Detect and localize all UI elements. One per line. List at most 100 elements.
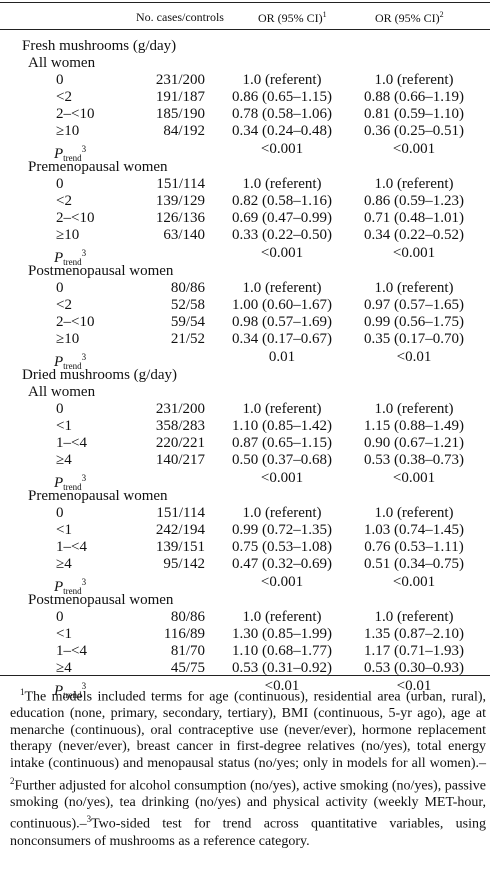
cases-controls-cell: 358/283 xyxy=(155,418,205,434)
ptrend-p: P xyxy=(54,146,64,162)
or2-header: OR (95% CI)2 xyxy=(375,10,444,26)
ptrend-sub: trend xyxy=(63,153,82,163)
ptrend-row: Ptrend3 <0.001 <0.001 xyxy=(0,244,490,267)
ptrend-p: P xyxy=(54,683,64,699)
cases-controls-cell: 185/190 xyxy=(155,106,205,122)
cases-controls-cell: 242/194 xyxy=(155,522,205,538)
group-title: Postmenopausal women xyxy=(28,263,174,279)
ptrend-sub: trend xyxy=(63,690,82,700)
or1-header-label: OR (95% CI) xyxy=(258,11,323,25)
section-title-row: Fresh mushrooms (g/day) xyxy=(0,38,490,55)
or2-cell: 0.99 (0.56–1.75) xyxy=(364,314,464,330)
cases-controls-cell: 63/140 xyxy=(163,227,205,243)
table-row: <2 52/58 1.00 (0.60–1.67) 0.97 (0.57–1.65) xyxy=(0,297,490,314)
group-title-row: Premenopausal women xyxy=(0,488,490,505)
cases-controls-cell: 80/86 xyxy=(170,280,205,296)
or1-cell: 1.10 (0.85–1.42) xyxy=(232,418,332,434)
ptrend-sup: 3 xyxy=(81,577,87,587)
table-header: No. cases/controls OR (95% CI)1 OR (95% … xyxy=(0,2,490,30)
or1-cell: 0.34 (0.24–0.48) xyxy=(232,123,332,139)
ptrend-or1-cell: <0.001 xyxy=(260,141,304,157)
ptrend-row: Ptrend3 <0.01 <0.01 xyxy=(0,677,490,700)
or2-cell: 0.97 (0.57–1.65) xyxy=(364,297,464,313)
group-title: Premenopausal women xyxy=(28,488,168,504)
table-row: ≥10 63/140 0.33 (0.22–0.50) 0.34 (0.22–0.52… xyxy=(0,227,490,244)
table-row: 1–<4 139/151 0.75 (0.53–1.08) 0.76 (0.53–1.… xyxy=(0,539,490,556)
group-title: All women xyxy=(28,384,96,400)
ptrend-label: Ptrend3 xyxy=(54,348,86,376)
group-title-row: Premenopausal women xyxy=(0,159,490,176)
category-cell: ≥4 xyxy=(56,556,72,572)
ptrend-label: Ptrend3 xyxy=(54,573,86,601)
cases-controls-cell: 80/86 xyxy=(170,609,205,625)
or2-cell: 0.35 (0.17–0.70) xyxy=(364,331,464,347)
category-cell: 0 xyxy=(56,505,64,521)
or2-cell: 0.36 (0.25–0.51) xyxy=(364,123,464,139)
section-title: Dried mushrooms (g/day) xyxy=(22,367,177,383)
footnote-mark-1: 1 xyxy=(20,687,25,697)
or2-cell: 0.90 (0.67–1.21) xyxy=(364,435,464,451)
table-body: Fresh mushrooms (g/day) All women 0 231/200… xyxy=(0,30,490,700)
footnote-text-1: The models included terms for age (conti… xyxy=(10,689,486,772)
ptrend-sup: 3 xyxy=(81,248,87,258)
ptrend-or2-cell: <0.001 xyxy=(392,141,436,157)
group-title-row: Postmenopausal women xyxy=(0,263,490,280)
cases-controls-header: No. cases/controls xyxy=(136,10,224,24)
or1-cell: 0.47 (0.32–0.69) xyxy=(232,556,332,572)
ptrend-p: P xyxy=(54,354,64,370)
table-row: 0 231/200 1.0 (referent) 1.0 (referent) xyxy=(0,72,490,89)
group-title: Postmenopausal women xyxy=(28,592,174,608)
cases-controls-cell: 140/217 xyxy=(155,452,205,468)
ptrend-or1-cell: <0.01 xyxy=(264,678,300,694)
ptrend-sup: 3 xyxy=(81,473,87,483)
or1-cell: 0.99 (0.72–1.35) xyxy=(232,522,332,538)
or1-cell: 1.0 (referent) xyxy=(242,401,322,417)
table-row: ≥10 21/52 0.34 (0.17–0.67) 0.35 (0.17–0.70) xyxy=(0,331,490,348)
group-title-row: All women xyxy=(0,384,490,401)
or2-cell: 1.0 (referent) xyxy=(374,609,454,625)
or2-cell: 1.35 (0.87–2.10) xyxy=(364,626,464,642)
cases-controls-cell: 231/200 xyxy=(155,72,205,88)
ptrend-or1-cell: 0.01 xyxy=(268,349,296,365)
group-title-row: Postmenopausal women xyxy=(0,592,490,609)
or2-footnote-mark: 2 xyxy=(439,10,444,19)
cases-controls-cell: 126/136 xyxy=(155,210,205,226)
ptrend-sup: 3 xyxy=(81,352,87,362)
category-cell: <2 xyxy=(56,193,72,209)
or2-cell: 0.51 (0.34–0.75) xyxy=(364,556,464,572)
or2-cell: 0.71 (0.48–1.01) xyxy=(364,210,464,226)
or2-cell: 1.0 (referent) xyxy=(374,505,454,521)
cases-controls-cell: 21/52 xyxy=(170,331,205,347)
category-cell: 0 xyxy=(56,280,64,296)
cases-controls-cell: 59/54 xyxy=(170,314,205,330)
ptrend-row: Ptrend3 <0.001 <0.001 xyxy=(0,573,490,596)
or1-cell: 1.10 (0.68–1.77) xyxy=(232,643,332,659)
or1-cell: 0.33 (0.22–0.50) xyxy=(232,227,332,243)
ptrend-or2-cell: <0.001 xyxy=(392,470,436,486)
or2-cell: 1.0 (referent) xyxy=(374,280,454,296)
odds-ratio-table: No. cases/controls OR (95% CI)1 OR (95% … xyxy=(0,2,490,700)
table-row: ≥4 140/217 0.50 (0.37–0.68) 0.53 (0.38–0.73… xyxy=(0,452,490,469)
or1-header: OR (95% CI)1 xyxy=(258,10,327,26)
footnote-text-2: Further adjusted for alcohol consumption… xyxy=(10,778,486,833)
ptrend-row: Ptrend3 <0.001 <0.001 xyxy=(0,140,490,163)
section-title-row: Dried mushrooms (g/day) xyxy=(0,367,490,384)
or1-cell: 1.0 (referent) xyxy=(242,72,322,88)
table-row: 0 80/86 1.0 (referent) 1.0 (referent) xyxy=(0,609,490,626)
or2-cell: 0.53 (0.38–0.73) xyxy=(364,452,464,468)
or1-cell: 0.34 (0.17–0.67) xyxy=(232,331,332,347)
or2-cell: 1.0 (referent) xyxy=(374,176,454,192)
category-cell: 1–<4 xyxy=(56,539,87,555)
or2-cell: 0.76 (0.53–1.11) xyxy=(364,539,464,555)
table-row: ≥4 45/75 0.53 (0.31–0.92) 0.53 (0.30–0.93) xyxy=(0,660,490,677)
category-cell: 2–<10 xyxy=(56,106,95,122)
footnote-paragraph: 1The models included terms for age (cont… xyxy=(10,684,486,850)
or1-cell: 0.98 (0.57–1.69) xyxy=(232,314,332,330)
category-cell: 0 xyxy=(56,72,64,88)
ptrend-label: Ptrend3 xyxy=(54,244,86,272)
category-cell: <1 xyxy=(56,626,72,642)
table-row: 2–<10 59/54 0.98 (0.57–1.69) 0.99 (0.56–1.7… xyxy=(0,314,490,331)
cases-controls-cell: 84/192 xyxy=(163,123,205,139)
or1-cell: 0.87 (0.65–1.15) xyxy=(232,435,332,451)
ptrend-sub: trend xyxy=(63,257,82,267)
